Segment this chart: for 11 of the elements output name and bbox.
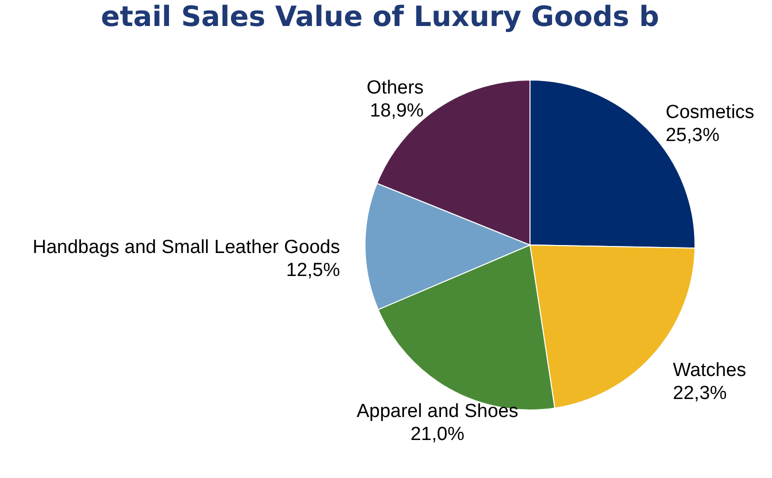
chart-title: etail Sales Value of Luxury Goods b — [100, 0, 660, 33]
data-label: 12,5% — [286, 260, 340, 281]
data-label: 18,9% — [370, 100, 424, 122]
slice-label: Handbags and Small Leather Goods — [32, 236, 340, 258]
data-label: 21,0% — [410, 424, 464, 445]
data-label: 25,3% — [666, 124, 720, 146]
data-label: 22,3% — [672, 383, 727, 404]
slice-label: Watches — [672, 360, 746, 382]
slice-label: Apparel and Shoes — [356, 400, 518, 422]
slice-label: Others — [366, 78, 424, 99]
slice-label: Cosmetics — [666, 102, 754, 123]
